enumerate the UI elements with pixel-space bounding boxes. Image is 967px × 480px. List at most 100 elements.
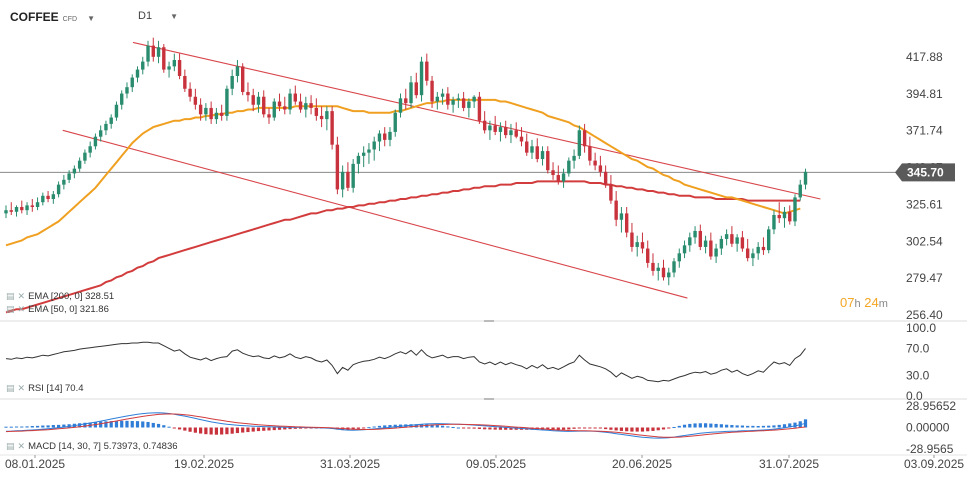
trendline <box>132 41 821 200</box>
rsi-tick-label: 0.0 <box>906 389 923 403</box>
macd-histogram-bar <box>793 422 797 428</box>
rsi-tick-label: 70.0 <box>906 341 930 355</box>
candle-body <box>667 272 671 278</box>
macd-histogram-bar <box>141 421 145 428</box>
candle-body <box>740 237 745 249</box>
macd-histogram-bar <box>782 424 787 428</box>
candle-body <box>467 101 471 108</box>
candle-body <box>782 211 787 219</box>
candle-body <box>330 111 334 145</box>
settings-icon[interactable]: ▤ <box>6 304 15 314</box>
macd-histogram-bar <box>430 424 434 428</box>
candle-body <box>556 175 560 182</box>
candle-body <box>230 75 234 89</box>
candle-body <box>183 75 187 89</box>
x-tick-label: 31.07.2025 <box>759 457 819 471</box>
candle-body <box>482 120 487 131</box>
macd-histogram-bar <box>393 424 397 428</box>
candle-body <box>588 146 592 161</box>
candle-countdown: 07h 24m <box>840 295 888 310</box>
macd-histogram-bar <box>151 422 155 428</box>
chevron-down-icon[interactable]: ▼ <box>170 12 178 21</box>
macd-histogram-bar <box>509 427 513 430</box>
indicator-label-rsi[interactable]: ▤ ✕ RSI [14] 70.4 <box>6 383 84 394</box>
macd-histogram-bar <box>556 427 560 430</box>
macd-tick-label: 0.00000 <box>906 421 950 435</box>
symbol-selector[interactable]: COFFEE CFD ▼ <box>10 10 95 24</box>
candle-body <box>677 253 681 262</box>
close-icon[interactable]: ✕ <box>17 383 26 393</box>
candle-body <box>582 130 587 147</box>
candle-body <box>798 184 802 198</box>
candle-body <box>451 99 455 105</box>
candle-body <box>77 160 82 169</box>
macd-histogram-bar <box>667 427 671 429</box>
macd-histogram-bar <box>235 427 240 434</box>
candle-body <box>246 91 250 96</box>
macd-histogram-bar <box>362 427 366 429</box>
candle-body <box>488 125 492 131</box>
candle-body <box>572 155 576 161</box>
macd-histogram-bar <box>472 427 476 429</box>
candle-body <box>188 88 192 97</box>
candle-body <box>20 206 24 211</box>
y-tick-label: 302.54 <box>906 234 943 248</box>
macd-histogram-bar <box>609 427 613 430</box>
timeframe-selector[interactable]: D1 ▼ <box>138 10 178 22</box>
candle-body <box>477 96 482 121</box>
settings-icon[interactable]: ▤ <box>6 291 15 301</box>
candle-body <box>41 195 45 203</box>
macd-histogram-bar <box>630 427 634 432</box>
macd-histogram-bar <box>277 427 282 430</box>
macd-histogram-bar <box>46 425 50 428</box>
macd-histogram-bar <box>4 426 8 428</box>
candle-body <box>141 61 145 70</box>
macd-histogram-bar <box>125 420 129 428</box>
indicator-label-ema200[interactable]: ▤ ✕ EMA [200, 0] 328.51 <box>6 291 115 302</box>
indicator-label-ema50[interactable]: ▤ ✕ EMA [50, 0] 321.86 <box>6 304 109 315</box>
settings-icon[interactable]: ▤ <box>6 383 15 393</box>
macd-histogram-bar <box>14 426 19 428</box>
macd-histogram-bar <box>625 427 629 432</box>
close-icon[interactable]: ✕ <box>17 291 26 301</box>
candle-body <box>225 88 229 116</box>
candle-body <box>35 202 40 207</box>
candle-body <box>709 240 713 257</box>
macd-histogram-bar <box>220 427 224 435</box>
macd-histogram-bar <box>504 427 508 430</box>
macd-histogram-bar <box>209 427 213 435</box>
macd-histogram-bar <box>703 423 708 428</box>
candle-body <box>714 248 718 257</box>
x-tick-label: 31.03.2025 <box>320 457 380 471</box>
macd-histogram-bar <box>661 427 666 430</box>
candle-body <box>635 242 639 247</box>
indicator-label-macd[interactable]: ▤ ✕ MACD [14, 30, 7] 5.73973, 0.74836 <box>6 441 178 452</box>
macd-histogram-bar <box>735 425 739 428</box>
macd-histogram-bar <box>130 420 134 428</box>
panel-resize-handle <box>484 398 494 400</box>
candle-body <box>83 152 87 161</box>
settings-icon[interactable]: ▤ <box>6 441 15 451</box>
close-icon[interactable]: ✕ <box>17 304 26 314</box>
macd-histogram-bar <box>225 427 229 435</box>
candle-body <box>430 80 434 102</box>
candle-body <box>703 240 708 247</box>
chevron-down-icon[interactable]: ▼ <box>87 14 95 23</box>
trendline <box>62 129 688 299</box>
macd-histogram-bar <box>83 422 87 428</box>
y-tick-label: 325.61 <box>906 197 943 211</box>
candle-body <box>235 66 240 76</box>
candle-body <box>409 82 413 104</box>
macd-histogram-bar <box>35 425 40 428</box>
candle-body <box>656 267 660 271</box>
candle-body <box>325 111 329 120</box>
candle-body <box>567 160 571 174</box>
close-icon[interactable]: ✕ <box>17 441 26 451</box>
x-tick-label: 20.06.2025 <box>612 457 672 471</box>
candle-body <box>693 230 697 238</box>
candle-body <box>319 115 324 120</box>
rsi-tick-label: 30.0 <box>906 369 930 383</box>
candle-body <box>288 93 292 110</box>
macd-histogram-bar <box>351 427 355 430</box>
